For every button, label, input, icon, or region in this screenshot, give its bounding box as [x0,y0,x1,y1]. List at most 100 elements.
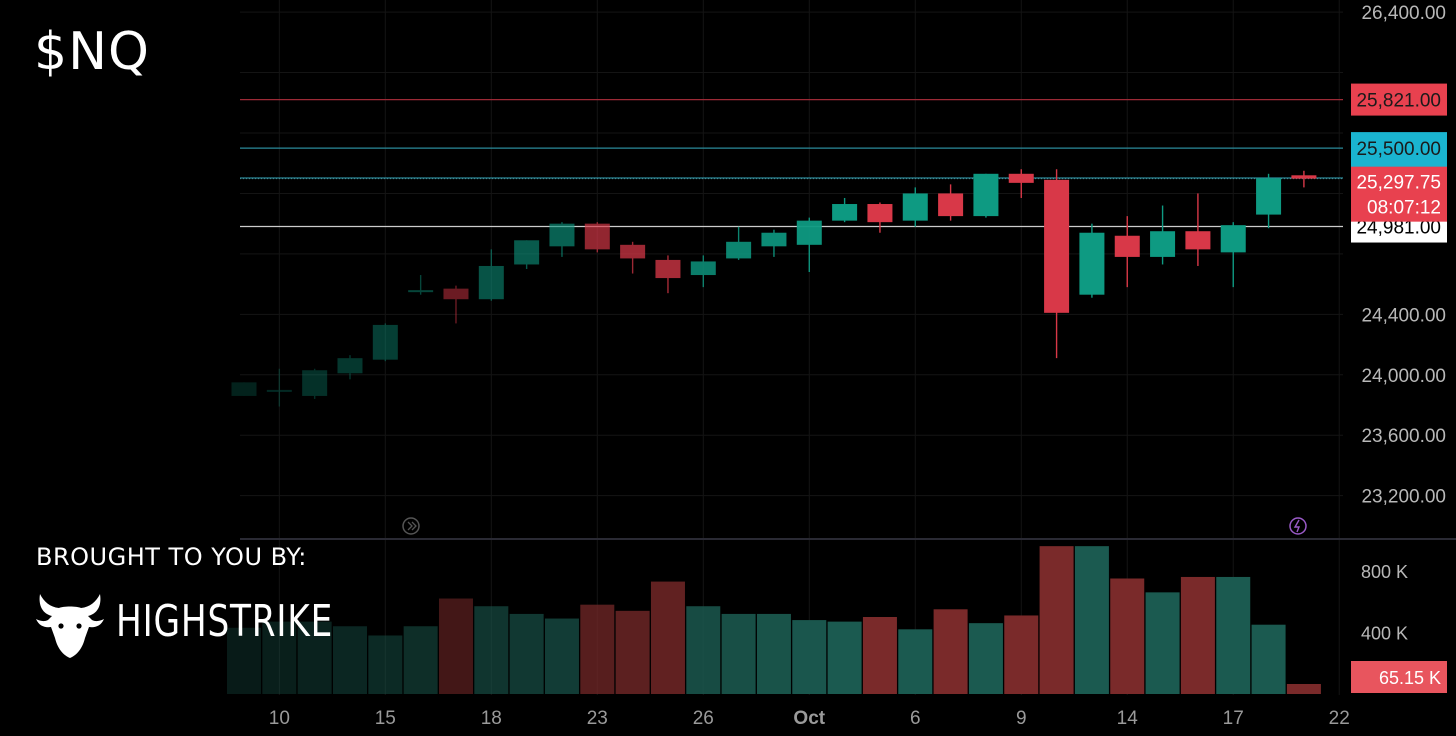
price-axis-tick: 24,000.00 [1361,366,1446,387]
volume-current-label-bg [1351,661,1447,693]
candle [867,202,893,233]
candle [584,222,610,253]
volume-bar [827,621,862,694]
candle [1150,205,1176,265]
candle-body [761,232,787,247]
volume-bar [297,621,332,694]
volume-bar [686,606,721,694]
brand-name: HIGHSTRIKE [116,596,334,647]
volume-bar [227,627,261,694]
volume-axis: 800 K 400 K 65.15 K [1351,562,1447,693]
volume-bar [544,618,579,694]
bar-countdown: 08:07:12 [1367,198,1441,219]
time-axis[interactable]: 10 15 18 23 26 Oct 6 9 14 17 22 [269,708,1350,729]
bull-head-icon [36,594,104,658]
candle-body [938,193,964,217]
current-price-label-bg [1351,166,1447,222]
volume-bar [1039,546,1074,694]
time-axis-tick: 18 [481,708,502,729]
candle [690,255,716,288]
candle-body [1044,179,1070,313]
price-level-label: 25,821.00 [1351,83,1447,116]
volume-bar [438,598,473,694]
candle [726,226,752,260]
volume-bar [509,613,544,694]
time-axis-tick: 22 [1329,708,1350,729]
candle-body [1291,175,1317,179]
price-axis-tick: 24,400.00 [1361,305,1446,326]
volume-bar [1286,683,1321,694]
candle [302,368,328,399]
candle [408,275,434,295]
price-level-label-text: 24,981.00 [1356,218,1441,239]
candle [443,285,469,324]
candle [1114,216,1140,288]
volume-axis-tick: 800 K [1361,562,1408,582]
candlestick-series [231,169,1317,407]
candle-body [478,265,504,300]
price-level-label: 25,500.00 [1351,132,1447,165]
candle-body [1008,173,1034,183]
price-level-label-bg [1351,83,1447,116]
volume-bar [262,621,297,694]
time-axis-tick: 23 [587,708,608,729]
price-levels [240,98,1343,228]
candle [1185,193,1211,266]
candle [1256,173,1282,229]
time-axis-tick: 17 [1223,708,1244,729]
candle [337,355,363,380]
candle-body [902,193,928,221]
volume-bar [474,606,509,694]
candle [796,217,822,273]
candle [478,249,504,301]
volume-bar [968,623,1003,694]
volume-current-label: 65.15 K [1379,668,1441,688]
candle [620,241,646,274]
candle-body [655,259,681,279]
candle-body [266,389,292,392]
candle [832,197,858,223]
candle [902,187,928,227]
time-axis-tick: 15 [375,708,396,729]
current-price-label: 25,297.75 08:07:12 [1351,166,1447,222]
candle [938,184,964,221]
volume-bar [933,609,968,694]
lightning-alert-icon[interactable] [1289,517,1307,535]
ticker-symbol: $NQ [34,22,150,82]
brought-to-you-label: BROUGHT TO YOU BY: [36,543,307,571]
candle [1079,223,1105,298]
candle [549,222,575,257]
candle-body [973,173,999,217]
volume-series [227,546,1321,694]
time-axis-tick: 9 [1016,708,1027,729]
volume-bar [1251,624,1286,694]
candle [1044,169,1070,359]
volume-bar [615,610,650,694]
scroll-to-realtime-icon[interactable] [402,517,420,535]
candle [1220,222,1246,288]
candle-body [584,223,610,250]
price-axis-tick: 23,600.00 [1361,426,1446,447]
price-level-label-text: 25,500.00 [1356,139,1441,160]
candle-body [726,241,752,259]
candle-body [514,240,540,265]
volume-bar [403,626,438,694]
candle [1008,169,1034,198]
candle-body [1185,231,1211,250]
time-axis-tick: 6 [910,708,921,729]
volume-bar [1004,615,1039,694]
price-axis[interactable]: 26,400.00 24,400.00 24,000.00 23,600.00 23,2… [1351,3,1447,508]
volume-bar [898,629,933,694]
volume-bar [580,604,615,694]
volume-bar [756,613,791,694]
candle-body [1150,231,1176,257]
candle-body [832,204,858,221]
price-axis-tick: 23,200.00 [1361,487,1446,508]
candle [514,240,540,269]
candle-body [231,382,257,396]
volume-axis-tick: 400 K [1361,623,1408,643]
candle [266,368,292,407]
candle-body [796,220,822,245]
volume-bar [1216,576,1251,694]
